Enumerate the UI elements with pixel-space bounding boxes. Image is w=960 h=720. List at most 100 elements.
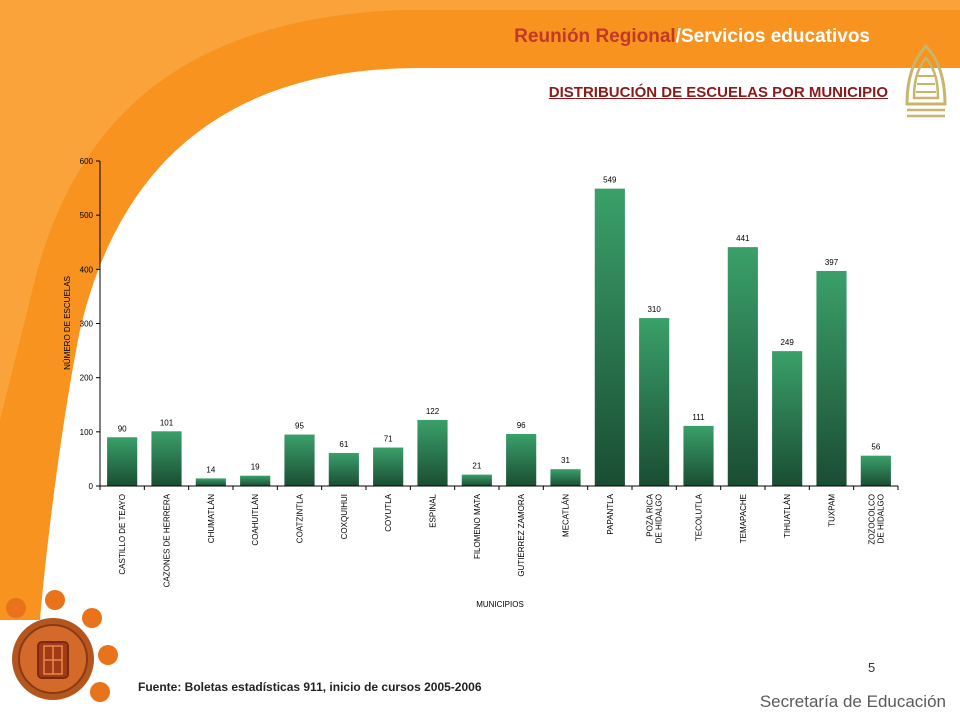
orange-dot bbox=[45, 590, 65, 610]
y-tick-label: 100 bbox=[80, 428, 94, 437]
orange-dots bbox=[6, 590, 118, 702]
bar-value-label: 56 bbox=[871, 443, 880, 452]
bar-value-label: 96 bbox=[517, 421, 526, 430]
x-tick-label: TEMAPACHE bbox=[739, 494, 748, 543]
x-tick-label: FILOMENO MATA bbox=[473, 493, 482, 559]
bar bbox=[772, 351, 803, 486]
bar bbox=[727, 247, 758, 486]
y-axis: 0 100 200 300 400 500 600 bbox=[80, 157, 101, 491]
x-tick-label: CHUMATLÁN bbox=[207, 494, 216, 543]
bar-value-label: 61 bbox=[339, 440, 348, 449]
header-title-part1: Reunión Regional bbox=[514, 26, 676, 47]
bar-value-label: 95 bbox=[295, 422, 304, 431]
veracruz-seal-icon bbox=[12, 618, 94, 700]
x-tick-label-line: DE HIDALGO bbox=[876, 494, 885, 543]
bars: 90 101 14 19 95 61 71 122 21 96 31 549 310 111 441 249 3… bbox=[107, 176, 891, 486]
x-tick-label: TUXPAM bbox=[828, 494, 837, 527]
x-tick-label-line: FILOMENO MATA bbox=[473, 493, 482, 559]
bar-value-label: 441 bbox=[736, 234, 750, 243]
x-axis: CASTILLO DE TEAYO CAZONES DE HERRERA CHUMA… bbox=[99, 485, 899, 587]
bar-value-label: 71 bbox=[384, 435, 393, 444]
x-tick-label-line: COXQUIHUI bbox=[340, 494, 349, 539]
orange-dot bbox=[98, 645, 118, 665]
source-note: Fuente: Boletas estadísticas 911, inicio… bbox=[138, 680, 482, 694]
x-tick-label: ESPINAL bbox=[429, 493, 438, 527]
bar-value-label: 14 bbox=[206, 465, 215, 474]
x-tick-label: TIHUATLÁN bbox=[783, 494, 792, 538]
bar bbox=[373, 447, 404, 486]
bar bbox=[107, 437, 138, 486]
x-tick-label-line: MECATLÁN bbox=[562, 494, 571, 537]
x-tick-label-line: COYUTLA bbox=[384, 493, 393, 531]
y-tick-label: 0 bbox=[89, 482, 94, 491]
x-tick-label-line: TIHUATLÁN bbox=[783, 494, 792, 538]
x-tick-label: PAPANTLA bbox=[606, 493, 615, 534]
bar-value-label: 21 bbox=[472, 462, 481, 471]
bar-value-label: 549 bbox=[603, 176, 617, 185]
bar bbox=[550, 469, 581, 486]
orange-dot bbox=[82, 608, 102, 628]
bar bbox=[683, 425, 714, 486]
bar bbox=[284, 434, 315, 486]
bar bbox=[417, 419, 448, 486]
x-tick-label-line: COATZINTLA bbox=[296, 493, 305, 543]
x-tick-label: MECATLÁN bbox=[562, 494, 571, 537]
bar-value-label: 122 bbox=[426, 407, 440, 416]
x-tick-label-line: ZOZOCOLCO bbox=[867, 494, 876, 545]
x-tick-label: COYUTLA bbox=[384, 493, 393, 531]
y-tick-label: 500 bbox=[80, 211, 94, 220]
x-tick-label-line: POZA RICA bbox=[646, 493, 655, 536]
bar bbox=[195, 478, 226, 486]
x-tick-label: COXQUIHUI bbox=[340, 494, 349, 539]
bar-value-label: 90 bbox=[118, 424, 127, 433]
bar-value-label: 101 bbox=[160, 418, 174, 427]
x-axis-title: MUNICIPIOS bbox=[476, 600, 524, 609]
y-axis-title: NÚMERO DE ESCUELAS bbox=[63, 276, 72, 370]
y-tick-label: 400 bbox=[80, 265, 94, 274]
x-tick-label: POZA RICA DE HIDALGO bbox=[646, 493, 664, 543]
bar bbox=[506, 434, 537, 486]
x-tick-label-line: PAPANTLA bbox=[606, 493, 615, 534]
page-number: 5 bbox=[868, 660, 876, 675]
x-tick-label: CASTILLO DE TEAYO bbox=[118, 494, 127, 575]
footer-brand: Secretaría de Educación bbox=[759, 692, 946, 711]
bar-value-label: 31 bbox=[561, 456, 570, 465]
bar-value-label: 111 bbox=[692, 413, 705, 422]
x-tick-label-line: ESPINAL bbox=[429, 493, 438, 527]
x-tick-label-line: GUTIÉRREZ ZAMORA bbox=[517, 493, 526, 576]
y-tick-label: 200 bbox=[80, 374, 94, 383]
x-tick-label-line: CASTILLO DE TEAYO bbox=[118, 494, 127, 575]
orange-dot bbox=[90, 682, 110, 702]
orange-swoosh-highlight bbox=[0, 0, 960, 420]
x-tick-label-line: DE HIDALGO bbox=[655, 494, 664, 543]
bar bbox=[816, 270, 847, 486]
header-title-part2: Servicios educativos bbox=[680, 26, 870, 47]
bar bbox=[860, 455, 891, 486]
bar bbox=[461, 474, 492, 486]
bar bbox=[151, 431, 182, 486]
bar bbox=[639, 318, 670, 486]
x-tick-label-line: CAZONES DE HERRERA bbox=[163, 493, 172, 587]
bar-value-label: 397 bbox=[825, 258, 839, 267]
bar bbox=[240, 475, 271, 486]
x-tick-label-line: TECOLUTLA bbox=[695, 493, 704, 541]
y-tick-label: 600 bbox=[80, 157, 94, 166]
bar bbox=[594, 188, 625, 486]
x-tick-label-line: COAHUITLÁN bbox=[251, 494, 260, 546]
x-tick-label: COATZINTLA bbox=[296, 493, 305, 543]
x-tick-label: COAHUITLÁN bbox=[251, 494, 260, 546]
x-tick-label-line: CHUMATLÁN bbox=[207, 494, 216, 543]
orange-dot bbox=[6, 598, 26, 618]
bar bbox=[328, 452, 359, 486]
x-tick-label: GUTIÉRREZ ZAMORA bbox=[517, 493, 526, 576]
header-title-separator: / bbox=[675, 26, 681, 47]
x-tick-label: TECOLUTLA bbox=[695, 493, 704, 541]
x-tick-label: CAZONES DE HERRERA bbox=[163, 493, 172, 587]
bar-value-label: 310 bbox=[647, 305, 661, 314]
chart-title: DISTRIBUCIÓN DE ESCUELAS POR MUNICIPIO bbox=[548, 84, 888, 101]
bar-value-label: 249 bbox=[780, 338, 794, 347]
x-tick-label: ZOZOCOLCO DE HIDALGO bbox=[867, 494, 885, 545]
x-tick-label-line: TEMAPACHE bbox=[739, 494, 748, 543]
